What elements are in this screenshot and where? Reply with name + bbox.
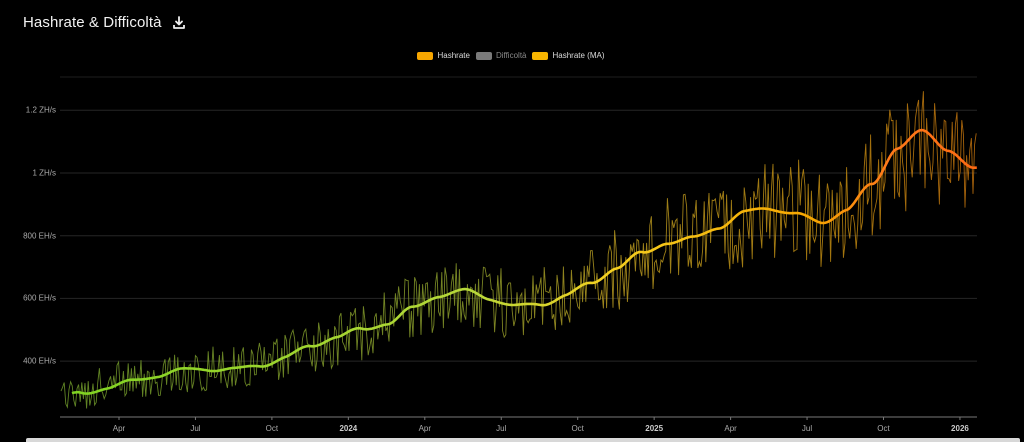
y-tick-label: 1.2 ZH/s xyxy=(25,105,56,115)
y-tick-label: 1 ZH/s xyxy=(32,168,56,178)
legend-label: Hashrate xyxy=(437,51,470,60)
legend-item-hashrate[interactable]: Hashrate xyxy=(417,51,470,60)
legend-swatch-hashrate-ma xyxy=(532,51,549,60)
x-tick-label: 2025 xyxy=(645,424,664,433)
legend-label: Difficoltà xyxy=(495,51,527,60)
x-tick-label: Jul xyxy=(190,424,201,433)
y-tick-label: 800 EH/s xyxy=(23,231,56,241)
legend-item-difficulty[interactable]: Difficoltà xyxy=(475,51,527,60)
x-tick-label: Oct xyxy=(571,424,584,433)
hashrate-series xyxy=(60,91,977,409)
legend-swatch-hashrate xyxy=(417,51,434,60)
y-tick-label: 600 EH/s xyxy=(23,293,56,303)
scrollbar[interactable] xyxy=(26,438,1020,442)
x-tick-label: Apr xyxy=(418,424,432,433)
grid-lines xyxy=(60,76,977,362)
legend-swatch-difficulty xyxy=(475,51,492,60)
x-tick-label: Oct xyxy=(265,424,279,433)
legend-label: Hashrate (MA) xyxy=(552,51,605,60)
x-tick-label: Apr xyxy=(112,424,126,433)
x-tick-label: Oct xyxy=(877,424,890,433)
legend-item-hashrate-ma[interactable]: Hashrate (MA) xyxy=(532,51,605,60)
download-icon[interactable] xyxy=(172,15,186,30)
chart-legend: Hashrate Difficoltà Hashrate (MA) xyxy=(0,51,1024,60)
x-tick-label: 2026 xyxy=(951,424,969,433)
x-tick-label: Jul xyxy=(496,424,507,433)
chart-title: Hashrate & Difficoltà xyxy=(23,14,162,31)
y-tick-label: 400 EH/s xyxy=(23,356,56,366)
x-tick-label: 2024 xyxy=(339,424,358,433)
x-tick-label: Jul xyxy=(801,424,813,433)
hashrate-ma-series xyxy=(71,128,977,395)
x-tick-label: Apr xyxy=(724,424,737,433)
x-tick-marks xyxy=(118,417,961,420)
chart-header: Hashrate & Difficoltà xyxy=(23,14,186,31)
